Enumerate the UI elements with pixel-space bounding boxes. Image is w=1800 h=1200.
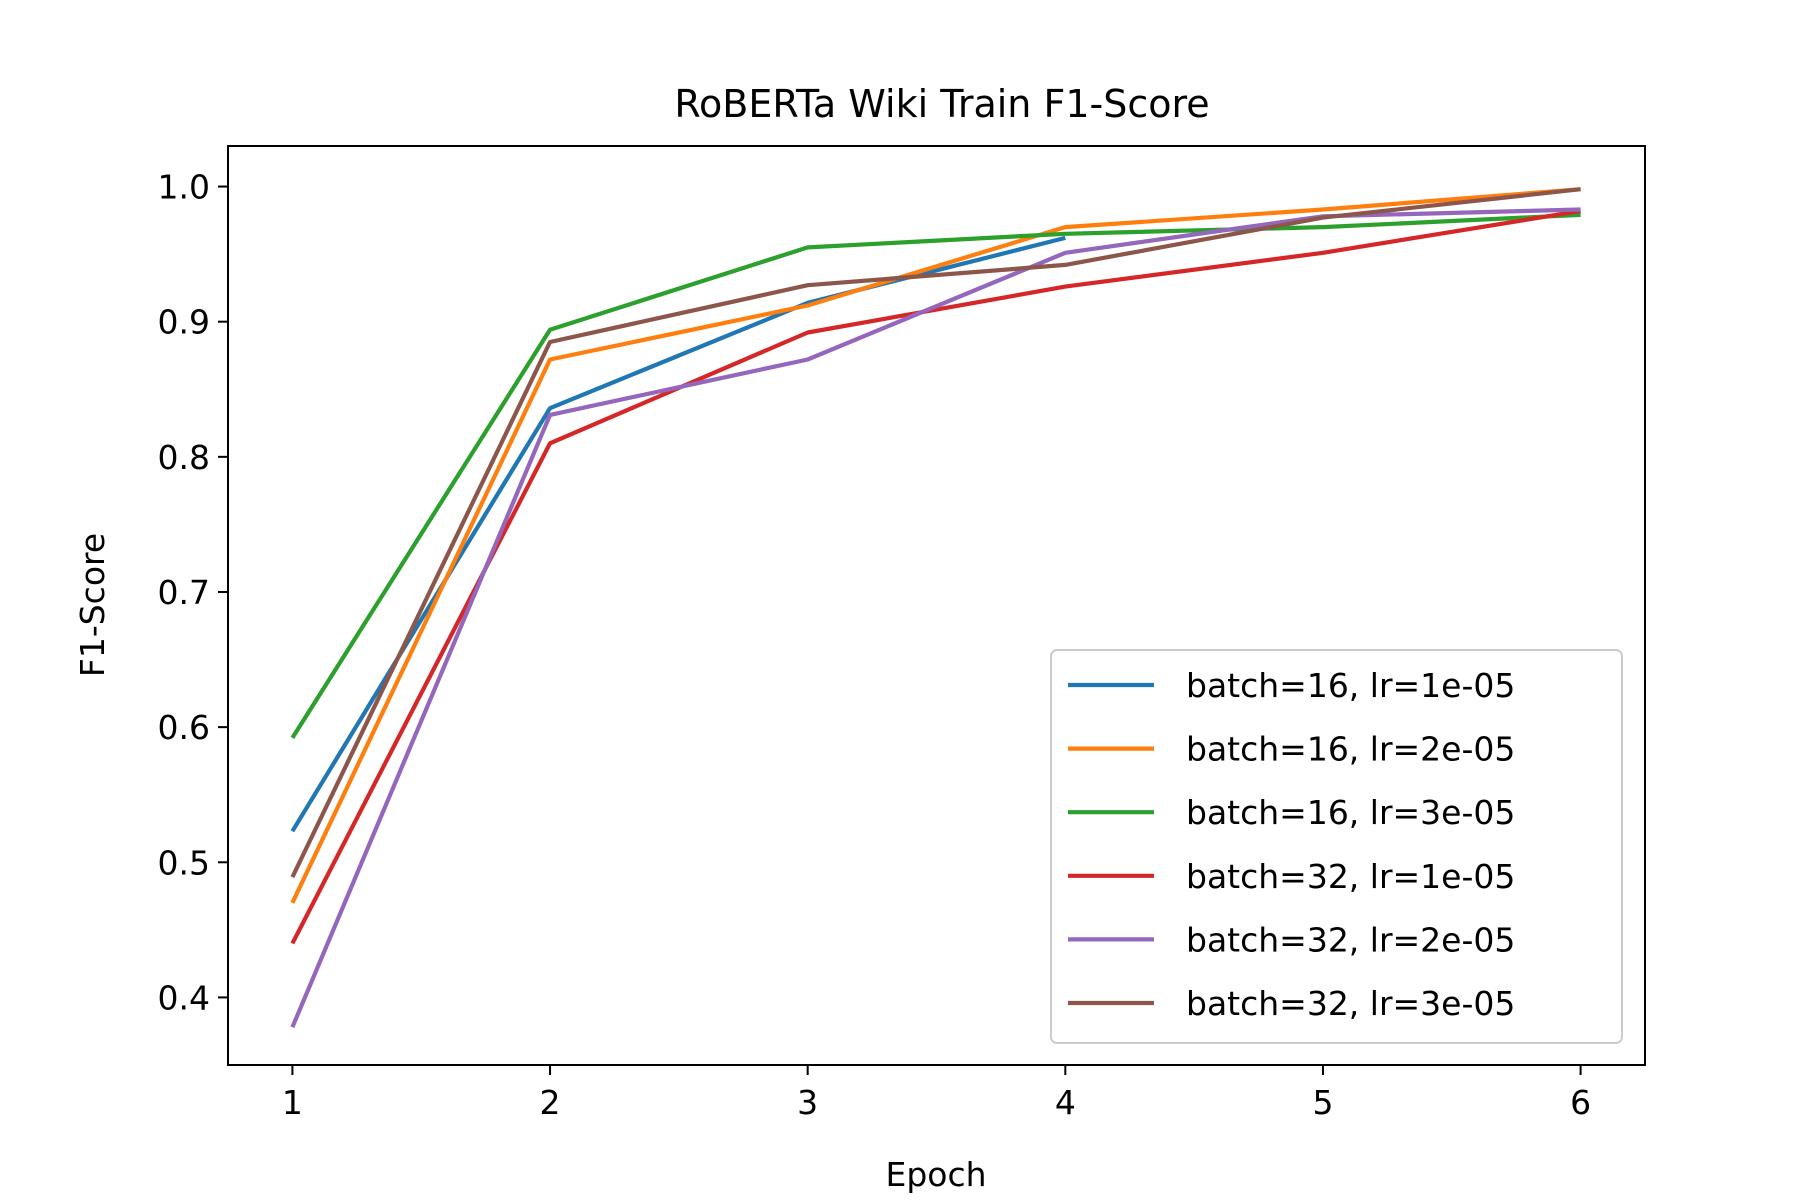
x-axis-label: Epoch	[885, 1155, 986, 1194]
y-tick-label: 0.5	[158, 843, 210, 882]
series-line-3	[290, 212, 1581, 740]
chart-title: RoBERTa Wiki Train F1-Score	[674, 82, 1209, 126]
x-axis-ticks: 1 2 3 4 5 6	[282, 1065, 1591, 1122]
y-axis-ticks: 0.4 0.5 0.6 0.7 0.8 0.9 1.0	[158, 168, 228, 1017]
series-line-6	[290, 187, 1581, 879]
x-tick-label: 3	[797, 1083, 818, 1122]
x-tick-label: 1	[282, 1083, 303, 1122]
y-tick-label: 0.6	[158, 708, 210, 747]
legend-label-3: batch=16, lr=3e-05	[1186, 793, 1515, 832]
series-line-2	[290, 187, 1581, 904]
legend-items: batch=16, lr=1e-05 batch=16, lr=2e-05 batc…	[1068, 666, 1515, 1023]
legend-label-2: batch=16, lr=2e-05	[1186, 730, 1515, 769]
x-tick-label: 5	[1312, 1083, 1333, 1122]
legend-label-1: batch=16, lr=1e-05	[1186, 666, 1515, 705]
x-tick-label: 4	[1055, 1083, 1076, 1122]
legend-label-5: batch=32, lr=2e-05	[1186, 920, 1515, 959]
x-tick-label: 6	[1570, 1083, 1591, 1122]
legend-label-4: batch=32, lr=1e-05	[1186, 857, 1515, 896]
series-line-1	[290, 235, 1066, 833]
series-line-5	[290, 207, 1581, 1029]
y-tick-label: 1.0	[158, 168, 210, 207]
y-tick-label: 0.8	[158, 438, 210, 477]
legend-label-6: batch=32, lr=3e-05	[1186, 984, 1515, 1023]
y-tick-label: 0.9	[158, 303, 210, 342]
legend: batch=16, lr=1e-05 batch=16, lr=2e-05 batc…	[1050, 649, 1623, 1044]
series-line-4	[290, 208, 1581, 945]
legend-box	[1050, 649, 1623, 1044]
series-layer	[290, 187, 1581, 1029]
y-tick-label: 0.7	[158, 573, 210, 612]
y-tick-label: 0.4	[158, 978, 210, 1017]
x-tick-label: 2	[540, 1083, 561, 1122]
plot-area-frame	[227, 145, 1646, 1066]
y-axis-label: F1-Score	[73, 533, 112, 677]
